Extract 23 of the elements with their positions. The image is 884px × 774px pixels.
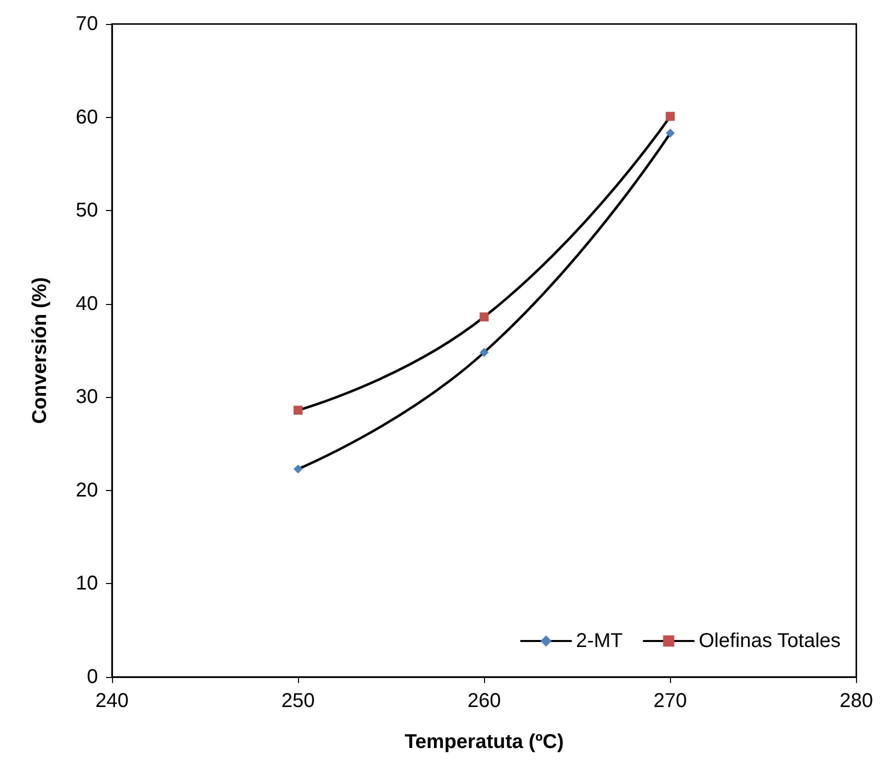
legend-label: Olefinas Totales <box>698 630 841 652</box>
point <box>294 464 303 474</box>
point <box>666 112 675 121</box>
y-axis-title: Conversión (%) <box>29 277 51 424</box>
point <box>480 348 489 357</box>
y-tick-label: 50 <box>76 200 98 222</box>
y-tick-label: 10 <box>76 572 98 595</box>
x-axis-title: Temperatuta (ºC) <box>404 731 564 753</box>
point <box>294 406 303 415</box>
y-tick-label: 20 <box>76 479 98 502</box>
legend-label: 2-MT <box>576 630 623 652</box>
x-tick-label: 250 <box>281 690 315 712</box>
y-tick-label: 70 <box>76 13 98 35</box>
point <box>666 128 675 138</box>
x-tick-label: 240 <box>95 690 129 712</box>
point <box>480 312 489 322</box>
y-tick-label: 40 <box>76 292 98 315</box>
x-tick-label: 280 <box>840 690 874 712</box>
x-tick-label: 260 <box>467 690 501 712</box>
y-tick-label: 30 <box>76 386 98 408</box>
y-tick-label: 0 <box>86 666 98 688</box>
y-tick-label: 60 <box>76 106 98 128</box>
x-tick-label: 270 <box>654 690 687 712</box>
